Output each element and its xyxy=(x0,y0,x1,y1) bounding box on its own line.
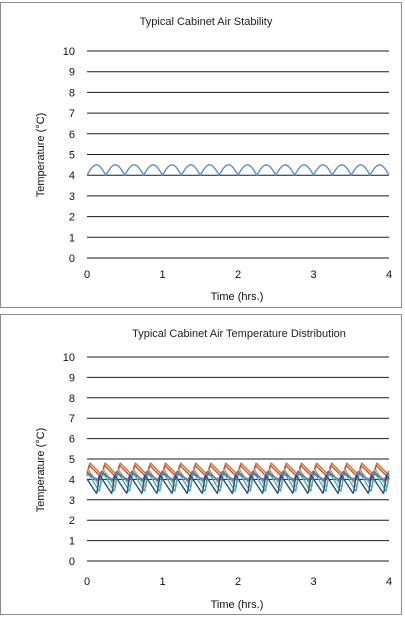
y-tick-label: 7 xyxy=(69,413,75,425)
y-tick-label: 10 xyxy=(63,46,75,58)
x-tick-label: 3 xyxy=(310,576,316,588)
y-tick-label: 9 xyxy=(69,67,75,79)
x-tick-label: 4 xyxy=(386,576,392,588)
x-axis-label: Time (hrs.) xyxy=(211,291,264,303)
y-tick-label: 6 xyxy=(69,129,75,141)
y-tick-label: 0 xyxy=(69,253,75,265)
series-line xyxy=(86,474,390,495)
chart-title: Typical Cabinet Air Stability xyxy=(140,16,273,28)
x-tick-label: 1 xyxy=(159,269,165,281)
y-tick-label: 2 xyxy=(69,515,75,527)
x-tick-label: 2 xyxy=(235,269,241,281)
y-tick-label: 5 xyxy=(69,150,75,162)
x-tick-label: 0 xyxy=(84,576,90,588)
y-tick-label: 1 xyxy=(69,536,75,548)
y-tick-label: 0 xyxy=(69,556,75,568)
y-tick-label: 4 xyxy=(69,474,75,486)
y-tick-label: 7 xyxy=(69,108,75,120)
y-tick-label: 4 xyxy=(69,170,75,182)
y-tick-label: 3 xyxy=(69,191,75,203)
y-tick-label: 5 xyxy=(69,454,75,466)
y-tick-label: 9 xyxy=(69,372,75,384)
chart-panel-stability: Typical Cabinet Air Stability 0 1 2 3 4 5 6 7 8 9… xyxy=(0,2,402,308)
series-line xyxy=(86,472,390,481)
series-line xyxy=(86,164,390,176)
y-tick-label: 8 xyxy=(69,393,75,405)
chart-title: Typical Cabinet Air Temperature Distribu… xyxy=(132,328,346,340)
x-tick-label: 4 xyxy=(386,269,392,281)
y-axis-label: Temperature (°C) xyxy=(35,428,47,512)
y-tick-label: 10 xyxy=(63,352,75,364)
x-tick-label: 3 xyxy=(310,269,316,281)
y-axis-label: Temperature (°C) xyxy=(35,113,47,197)
x-tick-label: 1 xyxy=(159,576,165,588)
chart-svg-distribution: Typical Cabinet Air Temperature Distribu… xyxy=(35,328,392,611)
chart-svg-stability: Typical Cabinet Air Stability 0 1 2 3 4 5 6 7 8 9… xyxy=(35,16,392,303)
chart-panel-distribution: Typical Cabinet Air Temperature Distribu… xyxy=(0,314,402,615)
x-tick-label: 0 xyxy=(84,269,90,281)
y-tick-label: 3 xyxy=(69,495,75,507)
y-tick-label: 8 xyxy=(69,87,75,99)
x-tick-label: 2 xyxy=(235,576,241,588)
y-tick-label: 1 xyxy=(69,232,75,244)
y-tick-label: 6 xyxy=(69,434,75,446)
y-tick-label: 2 xyxy=(69,212,75,224)
x-axis-label: Time (hrs.) xyxy=(211,599,264,611)
